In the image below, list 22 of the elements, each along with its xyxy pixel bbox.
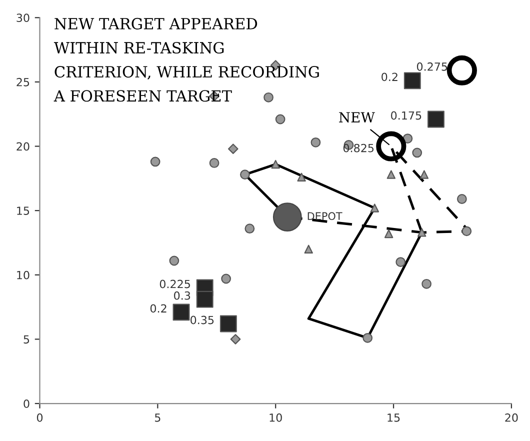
annotation: 0.225 (160, 280, 190, 288)
y-tick-label: 30 (16, 14, 30, 22)
annotation: 0.3 (174, 291, 190, 300)
y-tick-label: 10 (17, 270, 30, 280)
annotation: 0.175 (391, 111, 422, 120)
x-tick-label: 10 (270, 413, 282, 422)
x-tick-label: 15 (388, 414, 400, 422)
annotation: 0.35 (190, 316, 214, 324)
x-tick-label: 5 (155, 414, 160, 422)
y-tick-label: 25 (16, 78, 30, 86)
annotation: 0.2 (150, 304, 166, 313)
y-tick-label: 15 (17, 206, 30, 215)
y-tick-label: 5 (24, 335, 30, 344)
annotation: DEPOT (308, 212, 342, 220)
x-tick-label: 20 (505, 413, 518, 422)
y-tick-label: 20 (16, 142, 30, 151)
annotation: NEW (339, 112, 375, 123)
annotation: 0.825 (343, 144, 374, 152)
annotation: 0.275 (416, 62, 448, 71)
x-tick-label: 0 (36, 413, 43, 422)
annotation: 0.2 (382, 72, 398, 82)
y-tick-label: 0 (24, 399, 30, 408)
